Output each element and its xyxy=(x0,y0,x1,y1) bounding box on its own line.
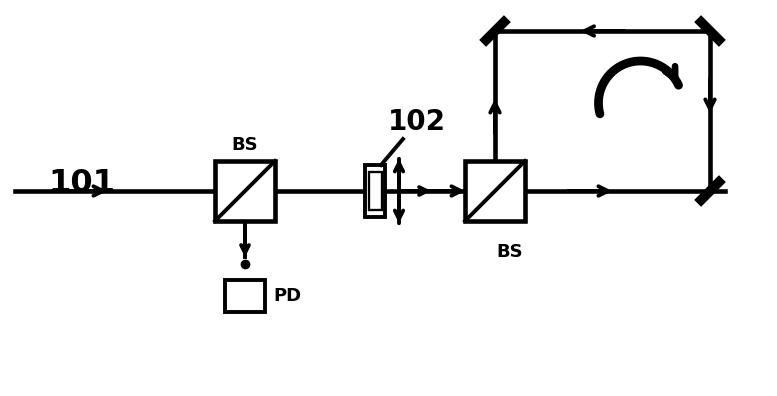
Text: BS: BS xyxy=(497,243,524,261)
Text: 101: 101 xyxy=(48,168,116,198)
Bar xyxy=(215,161,275,221)
Text: 102: 102 xyxy=(388,108,446,136)
Bar xyxy=(365,165,385,217)
Bar xyxy=(225,280,265,312)
Bar xyxy=(465,161,525,221)
Text: BS: BS xyxy=(232,136,258,154)
Bar xyxy=(368,172,382,210)
Text: PD: PD xyxy=(273,287,301,305)
